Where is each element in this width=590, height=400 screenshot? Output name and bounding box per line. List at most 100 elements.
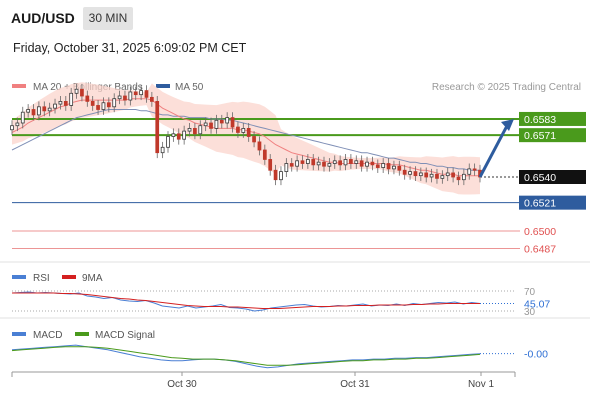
candle-body [467,168,472,175]
macd-series-0 [11,344,481,369]
level-label-support: 0.6500 [524,226,556,238]
price-pane: 0.6583 0.6571 0.6540 0.6521 0.6500 0.6487 [10,82,586,256]
candle-body [289,163,294,167]
candle-body [63,101,68,106]
candle-body [176,133,181,140]
candle-body [268,159,273,171]
candle-body [26,109,31,113]
candle-body [343,159,348,166]
candle-body [85,95,90,102]
level-label-last: 0.6540 [524,172,556,184]
candle-body [295,160,299,167]
candle-body [69,92,74,106]
candle-body [133,91,138,96]
candle-body [58,101,63,105]
candle-body [418,172,423,177]
candle-body [461,173,466,181]
ma50-legend-swatch [156,84,170,88]
research-credit: Research © 2025 Trading Central [432,82,581,93]
candle-body [123,95,127,101]
candle-body [225,117,230,124]
candle-body [359,160,364,167]
candle-body [155,101,160,154]
symbol-title: AUD/USD [11,10,75,26]
candle-body [332,160,337,164]
rsi-ma-legend-swatch [62,275,76,279]
candle-body [284,163,289,173]
candle-body [300,160,305,164]
level-label-support: 0.6487 [524,244,556,256]
rsi-series-1 [12,292,480,309]
projection-arrow [478,123,510,178]
level-label-bg-pivot [519,195,586,210]
rsi-ma-legend-label: 9MA [82,273,103,284]
candle-body [37,106,41,116]
rsi-series-0 [11,291,481,312]
timeframe-badge[interactable]: 30 MIN [83,7,133,30]
level-label-bg-last [519,170,586,184]
candle-body [171,133,176,137]
rsi-level-label: 70 [524,287,536,298]
candle-body [435,173,439,179]
candle-body [408,171,412,175]
candle-body [214,119,219,129]
candle-body [381,163,386,168]
macd-legend-label: MACD [33,330,62,341]
level-label-resistance: 0.6571 [524,130,556,142]
level-label-pivot: 0.6521 [524,198,556,210]
candle-body [241,127,246,133]
candle-body [424,172,429,178]
candle-body [160,146,165,154]
candle-body [279,171,283,181]
ma20-legend-swatch [12,84,26,88]
candle-body [219,119,224,124]
candle-body [20,111,25,124]
ma50-legend-label: MA 50 [175,82,204,93]
macd-legend-swatch [12,332,26,336]
level-label-resistance: 0.6583 [524,114,556,126]
candle-body [187,127,192,132]
time-tick-label: Nov 1 [468,379,495,390]
rsi-level-label: 30 [524,307,536,318]
level-label-bg-resistance [519,111,586,126]
candle-body [305,159,310,164]
macd-last-value: -0.00 [524,349,548,361]
candle-body [144,90,149,98]
candle-body [252,136,256,143]
candle-body [257,141,262,151]
macd-series-1 [11,346,481,366]
candle-body [96,105,100,110]
candle-body [182,130,187,140]
candle-body [209,122,213,129]
candle-body [42,106,47,112]
candle-body [166,136,170,148]
candle-body [31,109,36,116]
candle-body [316,161,321,166]
level-label-bg-resistance [519,128,586,143]
chart-datetime: Friday, October 31, 2025 6:09:02 PM CET [13,41,247,55]
time-tick-label: Oct 30 [167,379,197,390]
candle-body [440,175,445,179]
candle-body [365,161,369,167]
candle-body [10,125,14,131]
candle-body [80,88,84,97]
candle-body [392,165,396,170]
candle-body [370,161,375,166]
candle-body [472,168,477,171]
candle-body [451,172,455,178]
rsi-legend-swatch [12,275,26,279]
candle-body [349,159,353,164]
candle-body [198,125,203,135]
candle-body [445,172,450,177]
candle-body [112,98,117,108]
candle-body [74,88,79,94]
candle-body [246,127,251,137]
candle-body [236,126,240,133]
candle-body [47,107,52,112]
time-tick-label: Oct 31 [340,379,370,390]
candle-body [90,101,95,106]
candle-body [327,163,332,167]
candle-body [262,149,267,160]
